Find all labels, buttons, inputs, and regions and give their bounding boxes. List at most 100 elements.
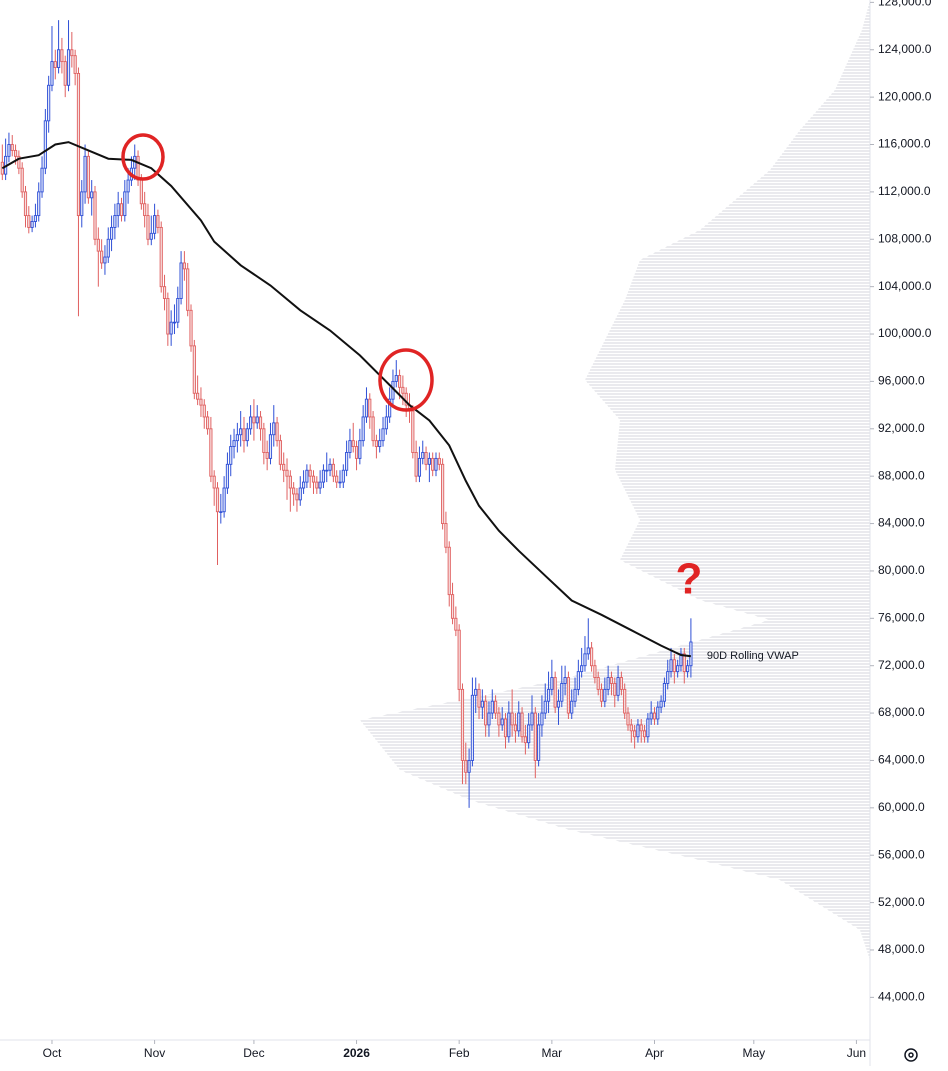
candle-body xyxy=(162,286,167,299)
candle-body xyxy=(580,665,584,673)
candle-body xyxy=(490,700,494,714)
x-tick-label: 2026 xyxy=(343,1046,370,1060)
candle-body xyxy=(209,428,213,477)
y-tick-label: 120,000.0 xyxy=(878,89,932,103)
candle-body xyxy=(53,61,57,68)
candle-body xyxy=(23,191,28,217)
settings-hub[interactable] xyxy=(908,1052,914,1058)
candle-body xyxy=(441,463,445,525)
candle-body xyxy=(566,677,570,714)
candle-body xyxy=(596,677,600,690)
candle-body xyxy=(371,416,375,442)
candle-body xyxy=(295,493,299,501)
candle-body xyxy=(63,61,67,86)
vwap-line xyxy=(1,141,692,658)
candle-body xyxy=(417,457,422,477)
candle-body xyxy=(229,446,233,465)
candle-body xyxy=(338,481,342,484)
candle-body xyxy=(308,469,312,477)
y-tick-label: 104,000.0 xyxy=(878,279,932,293)
candle-body xyxy=(394,375,398,382)
y-tick-label: 80,000.0 xyxy=(878,563,925,577)
y-tick-label: 116,000.0 xyxy=(878,137,931,151)
candle-body xyxy=(599,688,604,702)
candle-body xyxy=(196,392,200,400)
candle-body xyxy=(414,452,418,477)
settings-icon[interactable] xyxy=(904,1048,918,1062)
candle-body xyxy=(550,677,554,690)
candle-body xyxy=(464,760,468,773)
candle-body xyxy=(43,120,47,169)
candle-body xyxy=(331,463,335,477)
candle-body xyxy=(109,226,114,240)
candle-body xyxy=(176,298,180,323)
candle-body xyxy=(682,653,686,673)
candle-body xyxy=(90,191,94,199)
candle-body xyxy=(341,469,345,483)
candle-body xyxy=(447,546,451,596)
candle-body xyxy=(523,736,527,744)
settings-gear[interactable] xyxy=(904,1048,918,1062)
candle-body xyxy=(609,677,614,684)
x-tick-label: Apr xyxy=(645,1046,664,1060)
candle-body xyxy=(659,700,663,708)
candle-body xyxy=(73,55,77,74)
candle-body xyxy=(328,463,332,471)
x-tick-label: Oct xyxy=(43,1046,62,1060)
y-tick-label: 76,000.0 xyxy=(878,610,925,624)
candle-body xyxy=(354,446,359,459)
y-tick-label: 44,000.0 xyxy=(878,990,925,1004)
candle-body xyxy=(215,487,220,513)
candle-body xyxy=(123,191,127,217)
candle-body xyxy=(669,659,673,673)
candle-body xyxy=(656,706,660,720)
candle-body xyxy=(361,416,365,442)
highlight-circle xyxy=(121,133,165,181)
candle-body xyxy=(590,647,594,667)
candle-body xyxy=(623,688,627,714)
candle-body xyxy=(520,712,524,738)
candle-body xyxy=(629,724,633,732)
annotation: ? xyxy=(676,555,703,604)
candle-body xyxy=(159,226,163,288)
candle-body xyxy=(126,179,130,193)
candle-body xyxy=(96,238,100,252)
y-tick-label: 112,000.0 xyxy=(878,184,931,198)
candle-body xyxy=(205,416,210,430)
candle-body xyxy=(315,481,319,489)
candle-body xyxy=(570,700,574,714)
candle-body xyxy=(156,215,160,228)
candle-body xyxy=(242,428,246,442)
candle-body xyxy=(305,469,309,483)
candle-body xyxy=(358,440,362,459)
candle-body xyxy=(411,410,415,453)
candle-body xyxy=(225,463,230,489)
candle-body xyxy=(30,221,34,228)
y-tick-label: 68,000.0 xyxy=(878,705,925,719)
candle-body xyxy=(583,653,587,667)
candle-body xyxy=(398,375,402,388)
candle-body xyxy=(212,475,216,489)
candle-body xyxy=(427,457,431,465)
candle-body xyxy=(540,712,544,726)
x-tick-label: May xyxy=(742,1046,765,1060)
candle-body xyxy=(169,321,173,335)
candle-body xyxy=(149,232,153,240)
candle-body xyxy=(10,144,14,151)
candle-body xyxy=(586,647,590,655)
candle-body xyxy=(106,238,110,258)
y-tick-label: 96,000.0 xyxy=(878,374,925,388)
candle-body xyxy=(626,712,630,726)
candle-body xyxy=(189,309,193,347)
candle-body xyxy=(153,215,157,234)
overlay: 90D Rolling VWAP xyxy=(1,141,799,662)
candle-body xyxy=(113,215,117,228)
y-tick-label: 84,000.0 xyxy=(878,516,925,530)
candle-body xyxy=(245,428,249,442)
candle-body xyxy=(288,475,292,489)
candle-body xyxy=(619,677,623,690)
candle-body xyxy=(404,392,408,406)
candle-body xyxy=(378,440,382,448)
candle-body xyxy=(275,422,279,442)
candle-body xyxy=(301,481,306,489)
